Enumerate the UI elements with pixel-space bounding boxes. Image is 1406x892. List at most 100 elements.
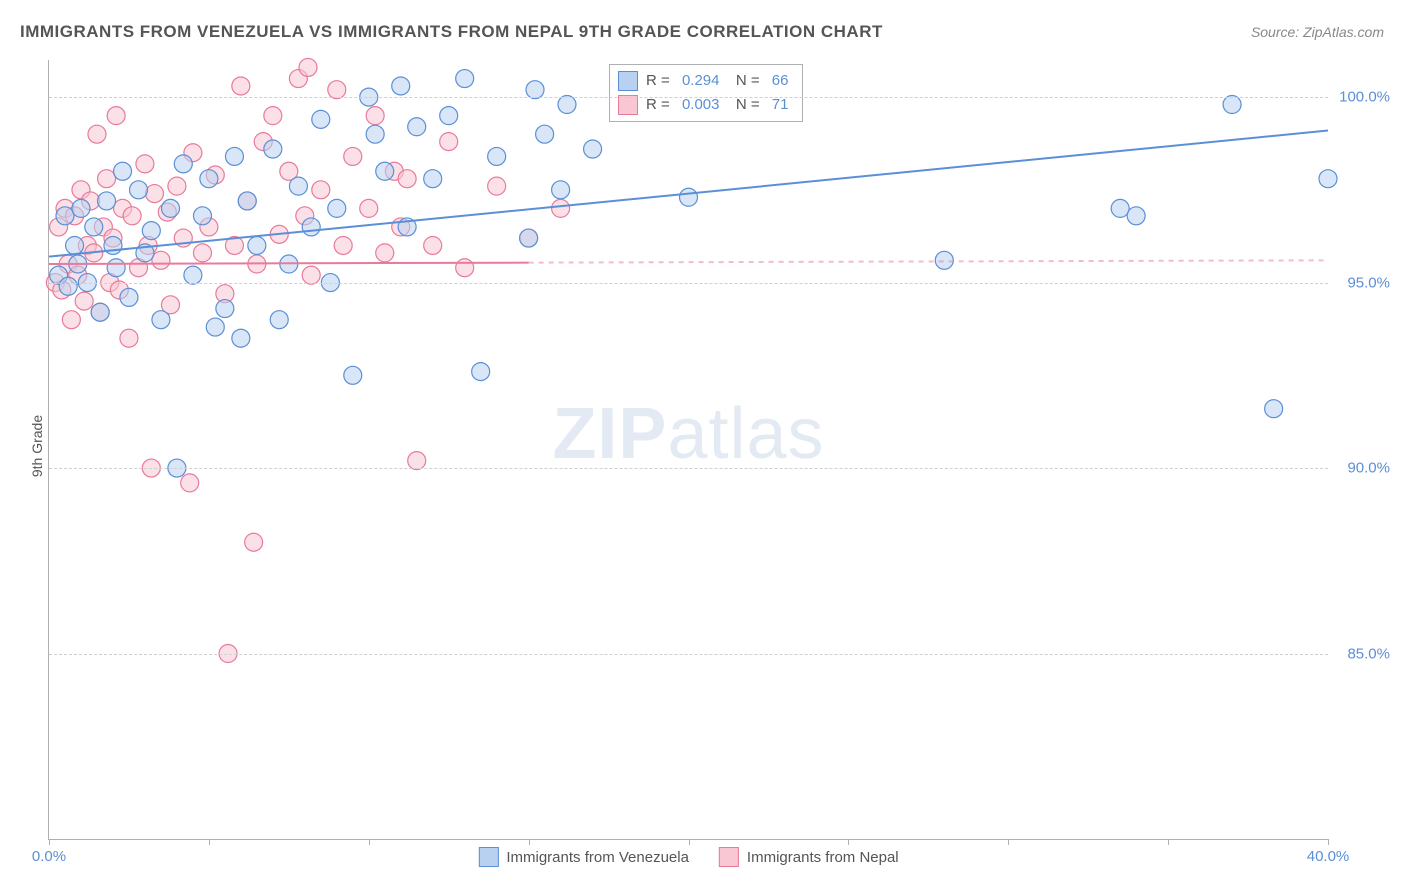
nepal-point <box>440 133 458 151</box>
venezuela-point <box>72 199 90 217</box>
nepal-point <box>152 251 170 269</box>
chart-svg <box>49 60 1328 839</box>
x-tick-label: 40.0% <box>1307 848 1350 865</box>
nepal-point <box>366 107 384 125</box>
venezuela-point <box>552 181 570 199</box>
venezuela-point <box>526 81 544 99</box>
stats-legend: R = 0.294 N = 66 R = 0.003 N = 71 <box>609 64 803 122</box>
nepal-point <box>328 81 346 99</box>
venezuela-point <box>238 192 256 210</box>
legend-item-venezuela: Immigrants from Venezuela <box>478 847 689 867</box>
legend-label-nepal: Immigrants from Nepal <box>747 849 899 866</box>
x-tick <box>529 839 530 845</box>
nepal-point <box>334 236 352 254</box>
legend-label-venezuela: Immigrants from Venezuela <box>506 849 689 866</box>
venezuela-point <box>312 110 330 128</box>
venezuela-point <box>184 266 202 284</box>
nepal-point <box>488 177 506 195</box>
nepal-point <box>456 259 474 277</box>
venezuela-point <box>376 162 394 180</box>
nepal-point <box>146 185 164 203</box>
x-tick <box>369 839 370 845</box>
venezuela-point <box>56 207 74 225</box>
venezuela-point <box>107 259 125 277</box>
chart-title: IMMIGRANTS FROM VENEZUELA VS IMMIGRANTS … <box>20 22 883 42</box>
legend-item-nepal: Immigrants from Nepal <box>719 847 899 867</box>
nepal-point <box>552 199 570 217</box>
legend-swatch-nepal-icon <box>719 847 739 867</box>
horizontal-gridline <box>49 97 1328 98</box>
venezuela-point <box>408 118 426 136</box>
venezuela-point <box>270 311 288 329</box>
venezuela-point <box>200 170 218 188</box>
horizontal-gridline <box>49 654 1328 655</box>
venezuela-point <box>264 140 282 158</box>
nepal-trend-solid <box>49 263 529 264</box>
venezuela-point <box>1319 170 1337 188</box>
venezuela-point <box>130 181 148 199</box>
swatch-venezuela-icon <box>618 71 638 91</box>
x-tick <box>209 839 210 845</box>
venezuela-point <box>1223 96 1241 114</box>
horizontal-gridline <box>49 283 1328 284</box>
x-tick-label: 0.0% <box>32 848 66 865</box>
venezuela-point <box>120 288 138 306</box>
venezuela-point <box>488 147 506 165</box>
nepal-trend-dashed <box>529 260 1328 262</box>
nepal-point <box>62 311 80 329</box>
nepal-point <box>168 177 186 195</box>
venezuela-point <box>152 311 170 329</box>
nepal-point <box>107 107 125 125</box>
venezuela-point <box>558 96 576 114</box>
venezuela-point <box>392 77 410 95</box>
n-value-venezuela: 66 <box>772 69 789 93</box>
y-axis-label: 9th Grade <box>29 415 45 477</box>
venezuela-point <box>91 303 109 321</box>
nepal-point <box>98 170 116 188</box>
nepal-point <box>181 474 199 492</box>
nepal-point <box>245 533 263 551</box>
y-tick-label: 95.0% <box>1347 274 1390 291</box>
venezuela-point <box>1265 400 1283 418</box>
nepal-point <box>302 266 320 284</box>
plot-area: ZIPatlas R = 0.294 N = 66 R = 0.003 N = … <box>48 60 1328 840</box>
x-tick <box>49 839 50 845</box>
venezuela-point <box>248 236 266 254</box>
venezuela-point <box>328 199 346 217</box>
venezuela-point <box>206 318 224 336</box>
venezuela-point <box>1111 199 1129 217</box>
venezuela-point <box>472 363 490 381</box>
nepal-point <box>408 452 426 470</box>
stats-row-venezuela: R = 0.294 N = 66 <box>618 69 788 93</box>
venezuela-point <box>584 140 602 158</box>
venezuela-point <box>520 229 538 247</box>
venezuela-point <box>935 251 953 269</box>
venezuela-point <box>232 329 250 347</box>
y-tick-label: 85.0% <box>1347 645 1390 662</box>
venezuela-point <box>114 162 132 180</box>
venezuela-point <box>1127 207 1145 225</box>
r-label: R = <box>646 69 674 93</box>
venezuela-point <box>289 177 307 195</box>
venezuela-point <box>59 277 77 295</box>
venezuela-point <box>302 218 320 236</box>
nepal-point <box>120 329 138 347</box>
nepal-point <box>344 147 362 165</box>
venezuela-point <box>98 192 116 210</box>
horizontal-gridline <box>49 468 1328 469</box>
venezuela-point <box>85 218 103 236</box>
legend-swatch-venezuela-icon <box>478 847 498 867</box>
venezuela-point <box>142 222 160 240</box>
chart-container: IMMIGRANTS FROM VENEZUELA VS IMMIGRANTS … <box>0 0 1406 892</box>
nepal-point <box>398 170 416 188</box>
venezuela-point <box>66 236 84 254</box>
bottom-legend: Immigrants from Venezuela Immigrants fro… <box>478 847 898 867</box>
venezuela-point <box>216 300 234 318</box>
nepal-point <box>123 207 141 225</box>
venezuela-point <box>193 207 211 225</box>
venezuela-point <box>680 188 698 206</box>
nepal-point <box>376 244 394 262</box>
nepal-point <box>360 199 378 217</box>
nepal-point <box>136 155 154 173</box>
venezuela-point <box>536 125 554 143</box>
